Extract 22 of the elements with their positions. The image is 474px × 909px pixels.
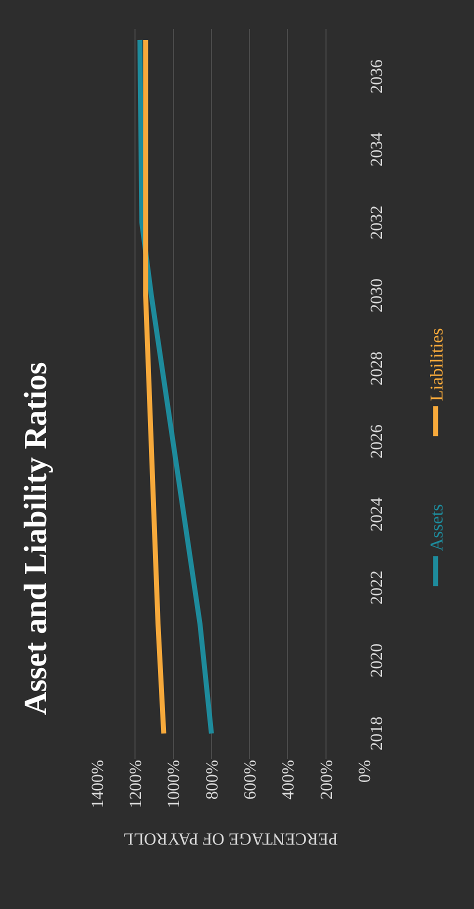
x-tick-label: 0% [354,760,374,783]
x-tick-label: 800% [202,760,222,800]
y-tick-label: 2030 [367,278,386,312]
x-tick-label: 400% [278,760,298,800]
y-tick-label: 2018 [367,716,386,750]
y-tick-label: 2022 [367,570,386,604]
y-tick-label: 2020 [367,643,386,678]
x-axis-title: PERCENTAGE OF PAYROLL [123,830,338,849]
x-tick-label: 1000% [164,760,184,808]
x-tick-label: 1400% [88,760,107,808]
text: Asset and Liability Ratios [17,362,54,715]
x-tick-label: 600% [240,760,260,800]
y-tick-label: 2032 [367,205,386,240]
y-tick-label: 2036 [367,59,386,94]
y-tick-label: 2026 [367,424,386,458]
x-tick-label: 1200% [126,760,146,808]
x-tick-label: 200% [316,760,336,800]
y-tick-label: 2028 [367,351,386,386]
y-tick-label: 2034 [367,132,386,166]
text: Assets [426,504,447,552]
y-tick-label: 2024 [367,496,386,532]
text: Liabilities [426,328,447,402]
